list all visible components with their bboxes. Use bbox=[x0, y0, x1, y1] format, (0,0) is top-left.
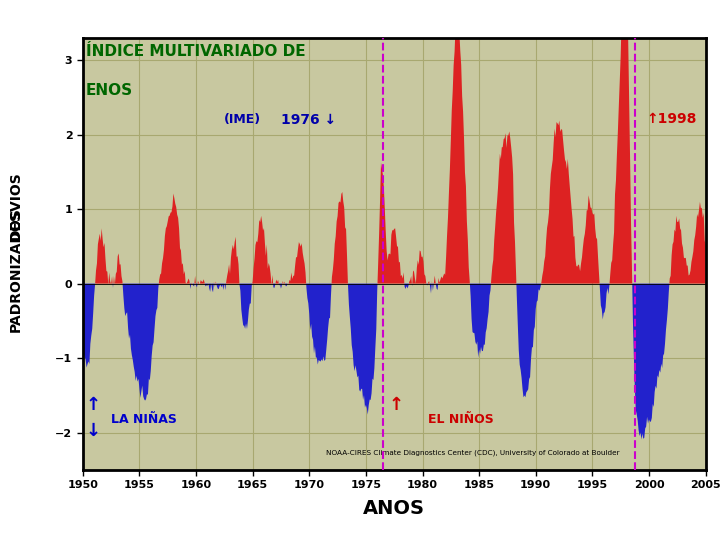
Text: ↑: ↑ bbox=[389, 396, 404, 414]
Text: ↑1998: ↑1998 bbox=[647, 112, 697, 126]
Text: PADRONIZADOS: PADRONIZADOS bbox=[9, 207, 22, 333]
X-axis label: ANOS: ANOS bbox=[363, 498, 426, 517]
Text: DESVIOS: DESVIOS bbox=[9, 171, 22, 240]
Text: ENOS: ENOS bbox=[86, 83, 133, 98]
Text: 1976 ↓: 1976 ↓ bbox=[281, 112, 336, 126]
Text: LA NIÑAS: LA NIÑAS bbox=[111, 413, 177, 426]
Text: ↓: ↓ bbox=[85, 422, 100, 440]
Text: (IME): (IME) bbox=[225, 113, 261, 126]
Text: EL NIÑOS: EL NIÑOS bbox=[428, 413, 494, 426]
Text: ÍNDICE MULTIVARIADO DE: ÍNDICE MULTIVARIADO DE bbox=[86, 44, 305, 59]
Text: NOAA-CIRES Climate Diagnostics Center (CDC), University of Colorado at Boulder: NOAA-CIRES Climate Diagnostics Center (C… bbox=[326, 450, 620, 456]
Text: ↑: ↑ bbox=[85, 396, 100, 414]
